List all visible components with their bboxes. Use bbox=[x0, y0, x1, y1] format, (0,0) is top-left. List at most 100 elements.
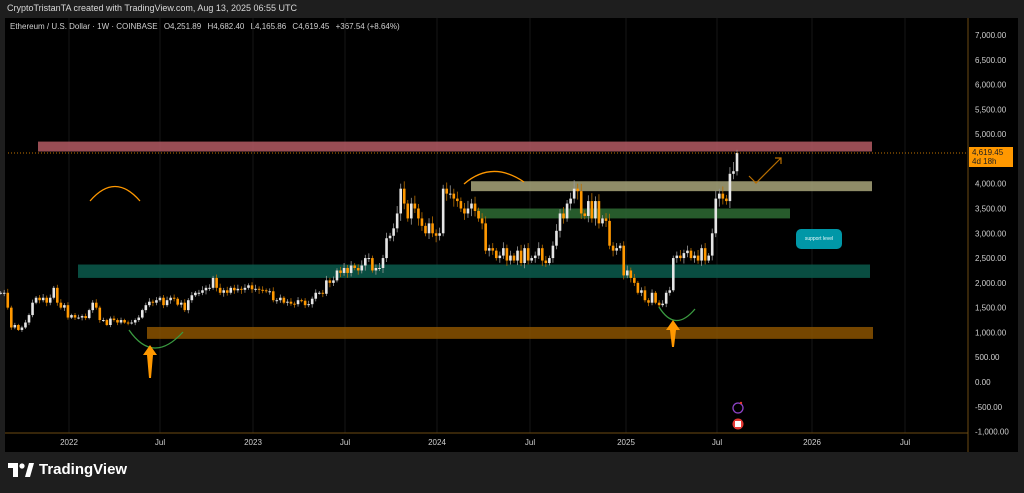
chart-area[interactable] bbox=[5, 18, 1018, 452]
candle-body[interactable] bbox=[314, 292, 318, 299]
candle-body[interactable] bbox=[480, 218, 484, 224]
candle-body[interactable] bbox=[714, 198, 718, 234]
candle-body[interactable] bbox=[693, 255, 696, 259]
candle-body[interactable] bbox=[190, 295, 194, 301]
candle-body[interactable] bbox=[703, 248, 707, 261]
candle-body[interactable] bbox=[622, 245, 626, 276]
candle-body[interactable] bbox=[647, 300, 650, 303]
candle-body[interactable] bbox=[197, 292, 201, 294]
candle-body[interactable] bbox=[371, 258, 374, 271]
candle-body[interactable] bbox=[84, 316, 87, 319]
candle-body[interactable] bbox=[657, 302, 661, 306]
candle-body[interactable] bbox=[551, 245, 555, 259]
candle-body[interactable] bbox=[17, 324, 20, 330]
candle-body[interactable] bbox=[448, 193, 452, 195]
candle-body[interactable] bbox=[59, 302, 63, 308]
candle-body[interactable] bbox=[346, 267, 349, 273]
candle-body[interactable] bbox=[710, 233, 714, 256]
price-axis[interactable]: 7,000.00 6,500.00 6,000.00 5,500.00 5,000.00… bbox=[975, 31, 1009, 437]
candle-body[interactable] bbox=[24, 322, 27, 328]
candle-body[interactable] bbox=[509, 255, 512, 261]
candle-body[interactable] bbox=[77, 317, 80, 319]
candle-body[interactable] bbox=[151, 301, 155, 303]
candle-body[interactable] bbox=[664, 292, 668, 304]
candle-body[interactable] bbox=[328, 280, 332, 283]
candle-body[interactable] bbox=[601, 218, 604, 224]
candle-body[interactable] bbox=[31, 302, 34, 316]
candle-body[interactable] bbox=[530, 258, 533, 261]
candle-body[interactable] bbox=[562, 213, 565, 219]
candle-body[interactable] bbox=[261, 289, 264, 291]
candle-body[interactable] bbox=[583, 213, 587, 216]
candle-body[interactable] bbox=[158, 297, 162, 301]
candle-body[interactable] bbox=[289, 301, 293, 304]
candle-body[interactable] bbox=[257, 288, 261, 290]
candle-body[interactable] bbox=[629, 270, 633, 278]
candle-body[interactable] bbox=[176, 298, 179, 305]
candle-body[interactable] bbox=[413, 203, 417, 209]
candle-body[interactable] bbox=[385, 238, 388, 259]
candle-body[interactable] bbox=[208, 287, 211, 289]
candle-body[interactable] bbox=[140, 310, 144, 318]
candle-body[interactable] bbox=[392, 228, 395, 236]
lightning-event-icon[interactable] bbox=[732, 402, 744, 414]
time-axis[interactable]: 2022 Jul 2023 Jul 2024 Jul 2025 Jul 2026 Jul bbox=[60, 438, 910, 447]
candle-body[interactable] bbox=[484, 223, 487, 251]
candle-body[interactable] bbox=[555, 230, 558, 246]
symbol-name[interactable]: Ethereum / U.S. Dollar · 1W · COINBASE bbox=[10, 22, 158, 31]
candle-body[interactable] bbox=[519, 250, 523, 264]
candle-body[interactable] bbox=[381, 258, 385, 268]
candle-body[interactable] bbox=[137, 317, 141, 321]
candle-body[interactable] bbox=[66, 305, 70, 318]
candle-body[interactable] bbox=[618, 245, 622, 249]
candle-body[interactable] bbox=[533, 255, 537, 259]
candle-body[interactable] bbox=[541, 248, 544, 261]
candle-body[interactable] bbox=[661, 303, 664, 306]
candle-body[interactable] bbox=[668, 290, 672, 293]
candle-body[interactable] bbox=[417, 208, 420, 219]
candle-body[interactable] bbox=[264, 290, 268, 292]
candle-body[interactable] bbox=[183, 302, 187, 311]
candle-body[interactable] bbox=[48, 297, 52, 303]
candle-body[interactable] bbox=[353, 265, 356, 268]
candle-body[interactable] bbox=[243, 287, 247, 290]
candle-body[interactable] bbox=[675, 255, 679, 259]
candle-body[interactable] bbox=[456, 198, 459, 202]
candle-body[interactable] bbox=[0, 292, 2, 294]
candle-body[interactable] bbox=[282, 297, 286, 303]
candle-body[interactable] bbox=[268, 291, 272, 293]
candle-body[interactable] bbox=[689, 250, 693, 259]
candle-body[interactable] bbox=[317, 292, 321, 294]
candle-body[interactable] bbox=[356, 267, 360, 271]
candle-body[interactable] bbox=[494, 250, 498, 259]
candle-body[interactable] bbox=[410, 203, 413, 219]
candle-body[interactable] bbox=[569, 198, 572, 204]
candle-body[interactable] bbox=[512, 255, 516, 261]
candle-body[interactable] bbox=[271, 291, 275, 301]
candle-body[interactable] bbox=[105, 320, 109, 325]
candle-body[interactable] bbox=[218, 287, 222, 293]
candle-body[interactable] bbox=[640, 290, 643, 293]
candle-body[interactable] bbox=[34, 297, 38, 303]
candle-body[interactable] bbox=[98, 307, 102, 321]
candle-body[interactable] bbox=[102, 320, 105, 322]
candle-body[interactable] bbox=[707, 255, 710, 261]
candle-body[interactable] bbox=[558, 213, 562, 231]
candle-body[interactable] bbox=[296, 300, 300, 305]
candle-body[interactable] bbox=[6, 292, 10, 308]
candle-body[interactable] bbox=[123, 320, 126, 323]
candle-body[interactable] bbox=[487, 248, 491, 251]
candle-body[interactable] bbox=[544, 260, 548, 264]
candle-body[interactable] bbox=[700, 248, 703, 261]
candle-body[interactable] bbox=[275, 300, 279, 302]
candle-body[interactable] bbox=[438, 233, 441, 236]
candle-body[interactable] bbox=[420, 218, 424, 226]
candle-body[interactable] bbox=[470, 203, 473, 209]
candle-body[interactable] bbox=[505, 248, 509, 261]
candle-body[interactable] bbox=[491, 248, 495, 251]
candle-body[interactable] bbox=[721, 193, 725, 199]
candle-body[interactable] bbox=[671, 258, 675, 291]
candle-body[interactable] bbox=[399, 188, 402, 214]
candle-body[interactable] bbox=[148, 301, 151, 306]
